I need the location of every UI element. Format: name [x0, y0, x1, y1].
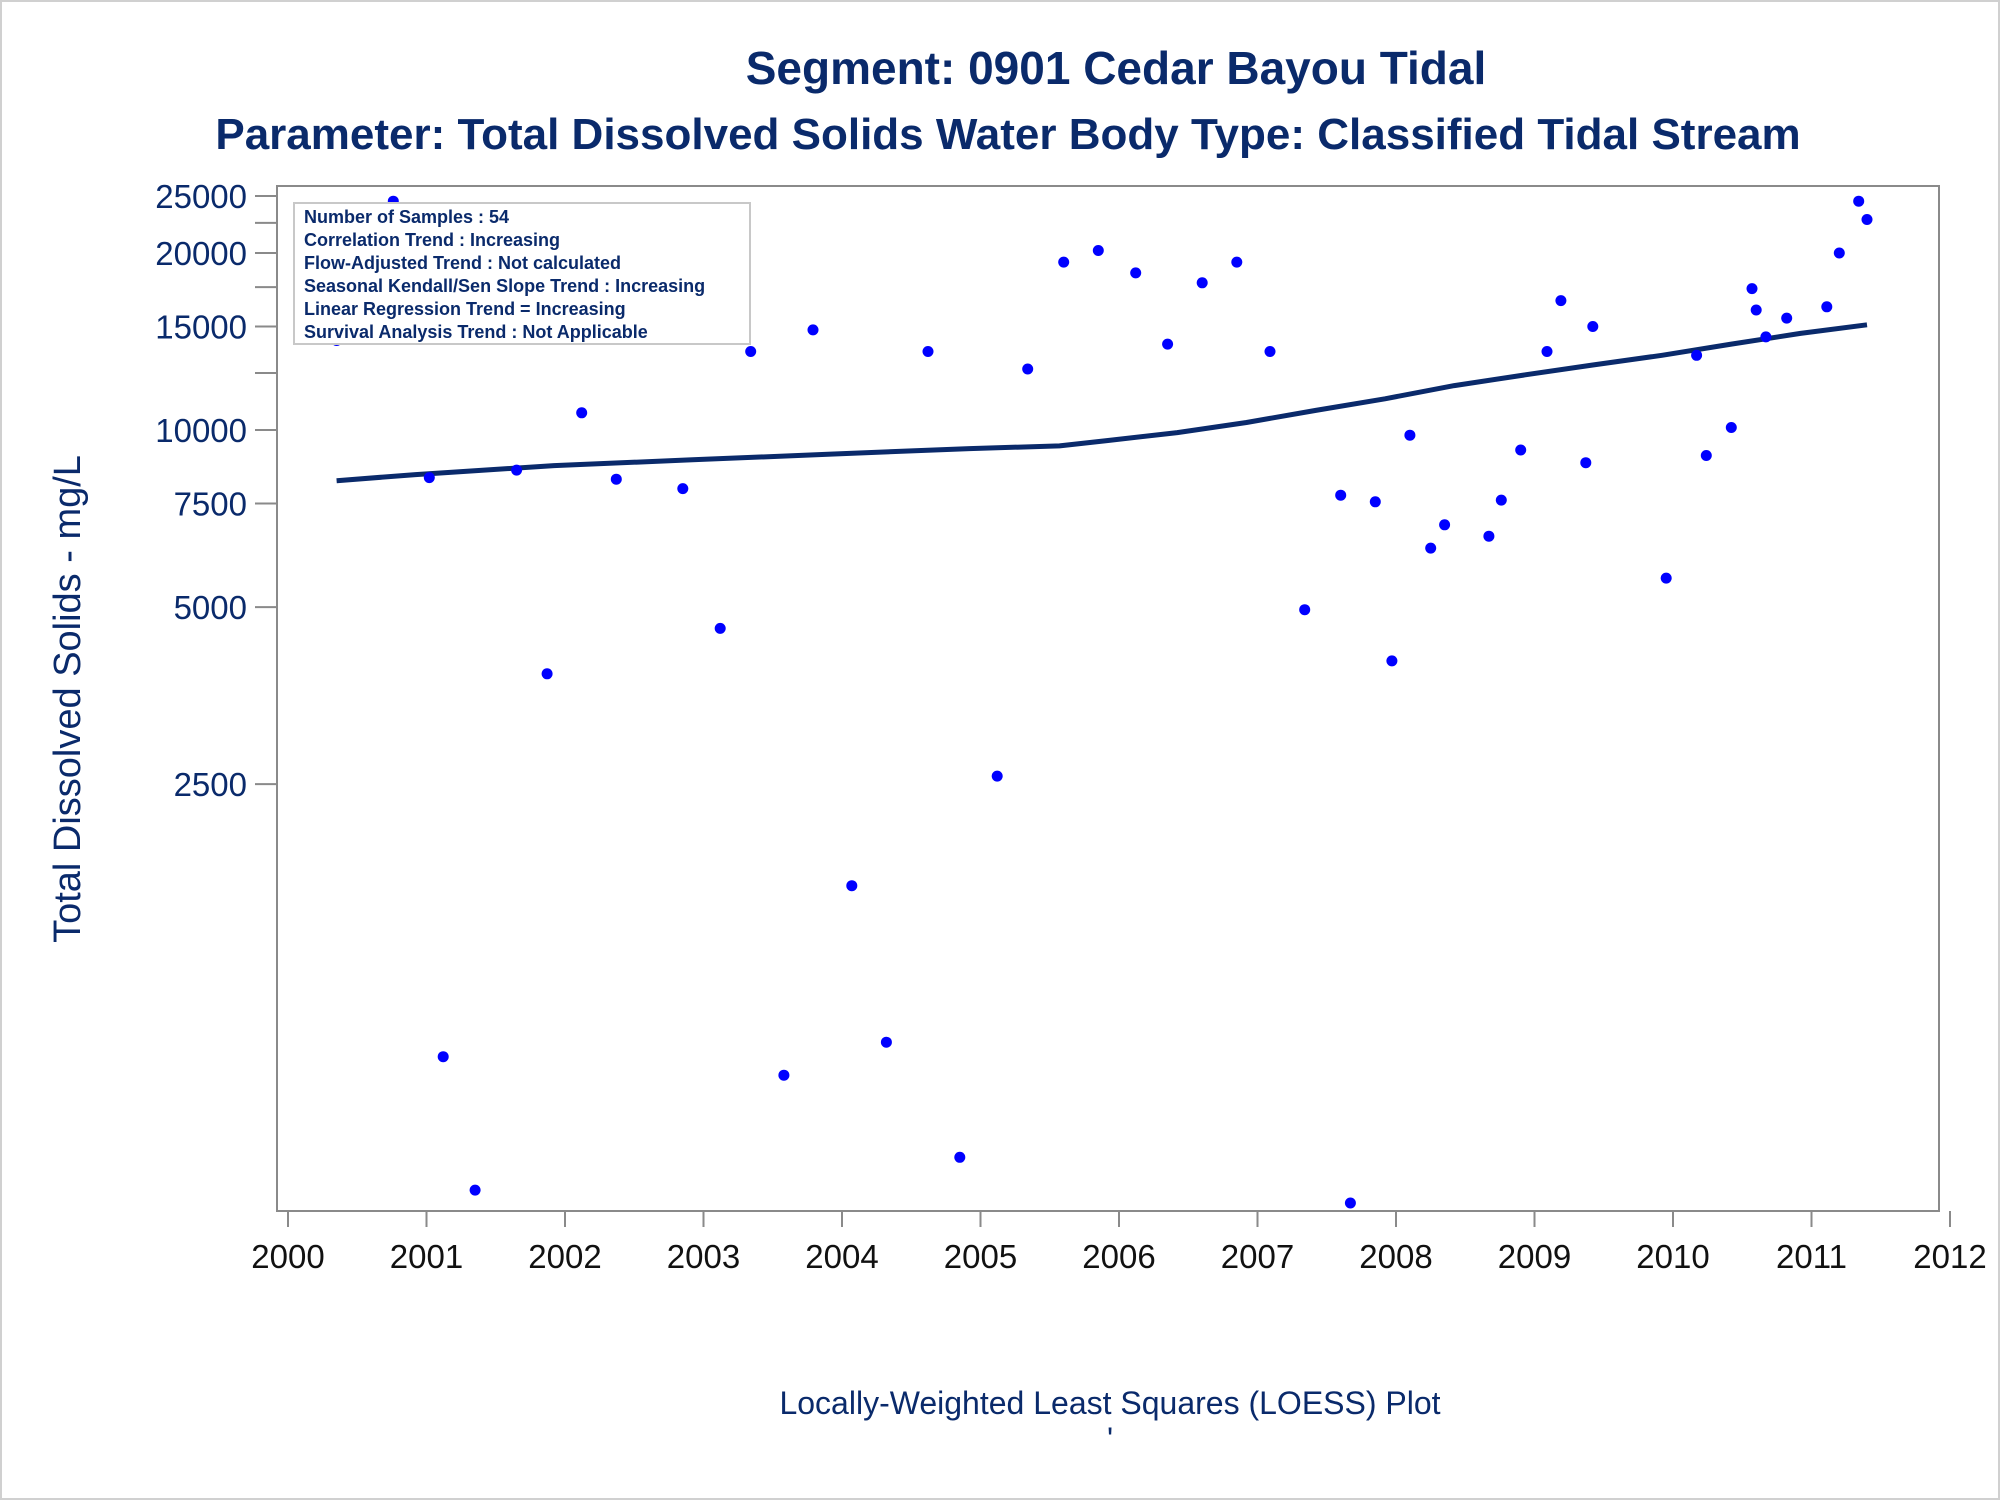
data-point [1760, 331, 1772, 343]
data-point [1580, 457, 1592, 469]
data-point [1691, 349, 1703, 361]
chart-title: Segment: 0901 Cedar Bayou Tidal [746, 42, 1487, 94]
data-point [541, 668, 553, 680]
data-point [1821, 301, 1833, 313]
data-point [437, 1051, 449, 1063]
data-point [1231, 256, 1243, 268]
data-point [677, 483, 689, 495]
data-point [1425, 542, 1437, 554]
data-point [1861, 214, 1873, 225]
data-point [745, 346, 757, 357]
data-point [1833, 247, 1845, 259]
y-tick-label: 7500 [174, 486, 247, 523]
legend-box [293, 202, 751, 345]
data-point [469, 1184, 481, 1196]
chart-subtitle: Parameter: Total Dissolved Solids Water … [215, 110, 1800, 159]
x-axis: 2000 2001 2002 2003 2004 2005 2006 2007 2008 2009… [251, 1211, 1987, 1275]
legend-line-seasonal-kendall: Seasonal Kendall/Sen Slope Trend : Incre… [304, 276, 705, 296]
data-point [576, 407, 588, 419]
data-point [1781, 312, 1793, 324]
data-point [991, 770, 1003, 782]
data-point [1483, 530, 1495, 542]
y-axis-label: Total Dissolved Solids - mg/L [47, 455, 89, 943]
data-point [1344, 1197, 1356, 1209]
data-point [1058, 256, 1070, 268]
data-point [1264, 346, 1276, 357]
data-point [1495, 494, 1507, 506]
x-tick-label: 2001 [390, 1238, 463, 1275]
x-tick-label: 2008 [1359, 1238, 1432, 1275]
x-tick-label: 2003 [667, 1238, 740, 1275]
data-point [1162, 338, 1174, 350]
x-tick-label: 2005 [944, 1238, 1017, 1275]
data-point [423, 472, 435, 484]
x-tick-label: 2009 [1498, 1238, 1571, 1275]
data-point [511, 464, 523, 476]
data-point [846, 880, 858, 892]
data-point [714, 622, 726, 634]
data-point [807, 324, 819, 336]
data-point [1515, 444, 1527, 456]
footnote-tick: ' [1107, 1421, 1113, 1457]
data-point [1700, 450, 1712, 461]
y-tick-label: 2500 [174, 766, 247, 803]
legend-line-survival: Survival Analysis Trend : Not Applicable [304, 322, 648, 342]
data-point [1386, 655, 1398, 667]
data-point [1555, 295, 1567, 307]
data-point [1130, 267, 1142, 279]
data-point [1750, 304, 1762, 316]
x-tick-label: 2004 [805, 1238, 878, 1275]
data-point [1746, 283, 1758, 295]
y-tick-label: 25000 [155, 178, 247, 215]
legend-line-samples: Number of Samples : 54 [304, 207, 509, 227]
data-point [1196, 277, 1208, 289]
y-tick-label: 20000 [155, 235, 247, 272]
legend-line-linear-regression: Linear Regression Trend = Increasing [304, 299, 626, 319]
trend-summary-legend: Number of Samples : 54 Correlation Trend… [293, 202, 751, 345]
data-point [1725, 422, 1737, 433]
data-point [1335, 489, 1347, 501]
data-point [1092, 245, 1104, 256]
x-tick-label: 2007 [1221, 1238, 1294, 1275]
x-tick-label: 2012 [1913, 1238, 1986, 1275]
loess-trend-line [336, 322, 1868, 484]
sample-points [331, 195, 1873, 1209]
data-point [1541, 346, 1553, 357]
data-point [610, 473, 622, 485]
data-point [1439, 519, 1451, 531]
y-axis: 2500 5000 7500 10000 15000 20000 25000 [155, 178, 277, 803]
data-point [1299, 604, 1311, 616]
legend-line-flow-adjusted: Flow-Adjusted Trend : Not calculated [304, 253, 621, 273]
data-point [954, 1151, 966, 1163]
y-tick-label: 5000 [174, 589, 247, 626]
data-point [1369, 496, 1381, 508]
data-point [1853, 195, 1865, 207]
x-tick-label: 2010 [1636, 1238, 1709, 1275]
x-tick-label: 2000 [251, 1238, 324, 1275]
x-tick-label: 2006 [1082, 1238, 1155, 1275]
data-point [1660, 572, 1672, 584]
y-tick-label: 15000 [155, 308, 247, 345]
data-point [1022, 363, 1034, 375]
data-point [1404, 429, 1416, 441]
data-point [880, 1036, 892, 1048]
data-point [1587, 321, 1599, 332]
data-point [922, 346, 934, 357]
y-tick-label: 10000 [155, 412, 247, 449]
x-tick-label: 2002 [528, 1238, 601, 1275]
x-axis-label: Locally-Weighted Least Squares (LOESS) P… [779, 1385, 1440, 1421]
data-point [778, 1069, 790, 1081]
legend-line-correlation: Correlation Trend : Increasing [304, 230, 560, 250]
x-tick-label: 2011 [1776, 1238, 1847, 1275]
